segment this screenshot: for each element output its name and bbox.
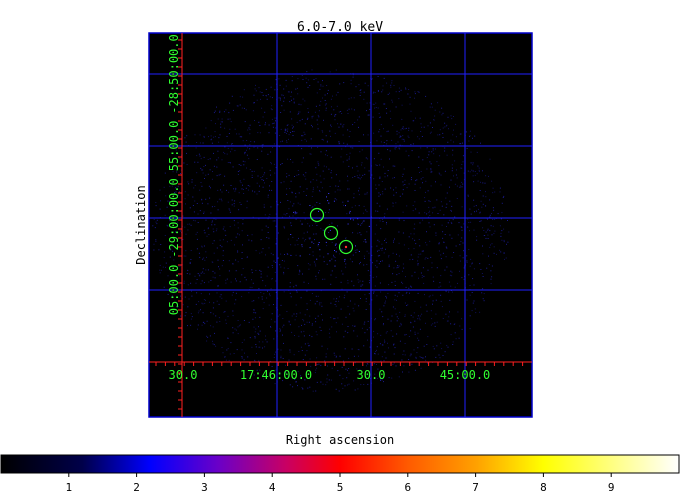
coordinate-grid bbox=[149, 33, 532, 417]
source-region-3 bbox=[338, 239, 354, 255]
source-region-2 bbox=[323, 225, 339, 241]
colorbar-tick-label: 9 bbox=[608, 481, 615, 494]
colorbar-ticks: 1 2 3 4 5 6 7 8 9 bbox=[65, 473, 615, 494]
dec-tick-label: -28:50:00.0 bbox=[167, 34, 181, 113]
dec-tick-label: -29:00:00.0 bbox=[167, 178, 181, 257]
x-axis-label: Right ascension bbox=[286, 433, 394, 447]
colorbar-tick-label: 1 bbox=[65, 481, 72, 494]
colorbar-tick-label: 3 bbox=[201, 481, 208, 494]
colorbar-tick-label: 8 bbox=[540, 481, 547, 494]
figure-title: 6.0-7.0 keV bbox=[297, 20, 383, 35]
colorbar bbox=[0, 454, 680, 474]
ra-tick-label: 45:00.0 bbox=[440, 368, 491, 382]
colorbar-tick-label: 2 bbox=[133, 481, 140, 494]
colorbar-tick-label: 4 bbox=[269, 481, 276, 494]
source-region-1 bbox=[309, 207, 325, 223]
axis-ticks bbox=[155, 39, 524, 410]
ra-tick-label: 30.0 bbox=[357, 368, 386, 382]
ra-tick-label: 30.0 bbox=[169, 368, 198, 382]
source-regions bbox=[309, 207, 354, 255]
source-peak-marker bbox=[344, 245, 348, 249]
colorbar-tick-label: 6 bbox=[404, 481, 411, 494]
colorbar-tick-label: 5 bbox=[337, 481, 344, 494]
ra-tick-label: 17:46:00.0 bbox=[240, 368, 312, 382]
dec-tick-label: 55:00.0 bbox=[167, 121, 181, 172]
dec-tick-label: 05:00.0 bbox=[167, 265, 181, 316]
dec-tick-labels: 05:00.0 -29:00:00.0 55:00.0 -28:50:00.0 bbox=[167, 34, 181, 315]
image-frame bbox=[148, 32, 533, 418]
y-axis-label: Declination bbox=[134, 185, 148, 264]
colorbar-tick-label: 7 bbox=[472, 481, 479, 494]
ra-tick-labels: 30.0 17:46:00.0 30.0 45:00.0 bbox=[169, 368, 491, 382]
